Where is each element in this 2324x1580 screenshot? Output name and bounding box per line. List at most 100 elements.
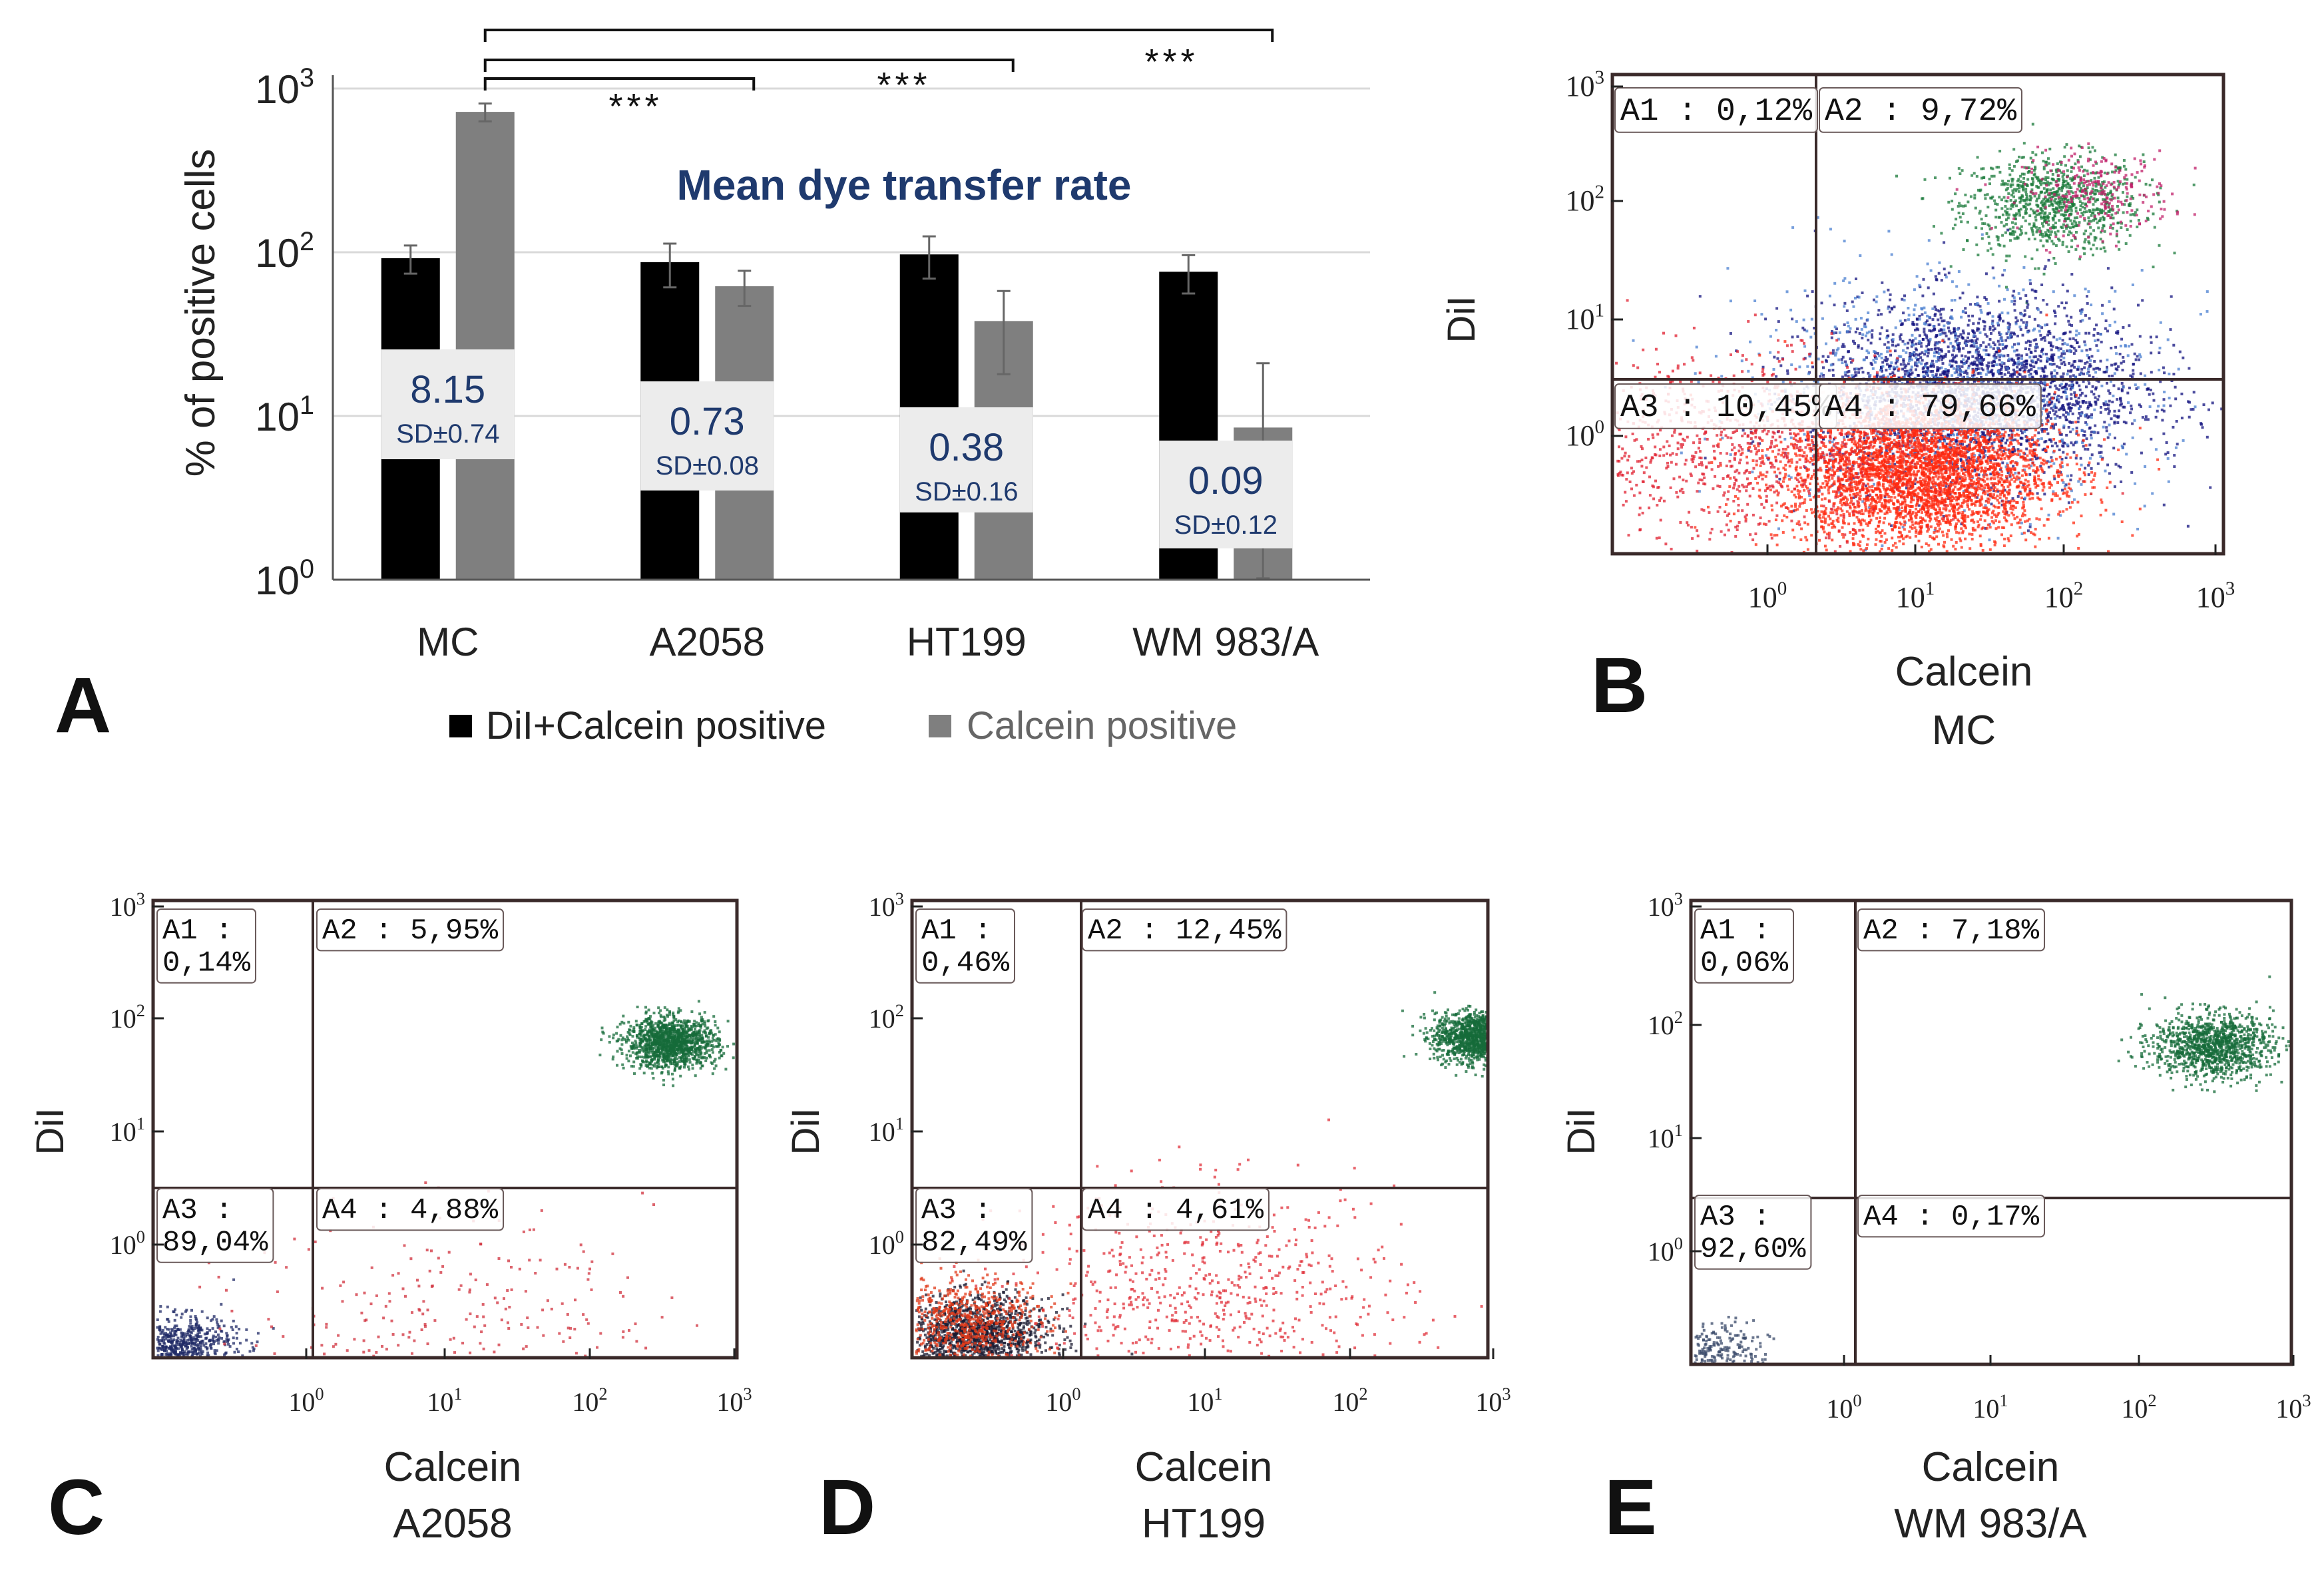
- scatter-point: [2093, 180, 2096, 184]
- scatter-point: [2030, 188, 2034, 192]
- scatter-point: [1880, 326, 1883, 329]
- scatter-point: [2081, 441, 2084, 444]
- scatter-point: [1988, 522, 1991, 526]
- scatter-point: [1829, 511, 1833, 514]
- scatter-point: [1849, 361, 1853, 364]
- scatter-point: [1911, 333, 1914, 337]
- scatter-point: [2050, 445, 2054, 448]
- scatter-point: [2088, 220, 2090, 223]
- scatter-point: [2000, 207, 2004, 210]
- scatter-point: [1822, 373, 1825, 377]
- rate-box: [899, 407, 1033, 512]
- scatter-point: [2105, 426, 2108, 429]
- scatter-point: [2075, 441, 2078, 444]
- scatter-point: [2049, 358, 2052, 361]
- scatter-point: [2030, 167, 2034, 170]
- scatter-point: [1844, 373, 1847, 377]
- scatter-point: [2025, 197, 2028, 200]
- scatter-point: [2051, 204, 2054, 207]
- scatter-point: [1959, 443, 1962, 446]
- scatter-point: [2034, 338, 2038, 341]
- scatter-point: [1909, 352, 1912, 355]
- scatter-point: [1882, 375, 1885, 379]
- scatter-point: [2034, 355, 2038, 358]
- scatter-point: [2009, 185, 2012, 188]
- scatter-point: [1971, 339, 1974, 342]
- scatter-point: [1943, 241, 1946, 244]
- significance-bracket: [483, 29, 1274, 42]
- scatter-point: [1854, 317, 1857, 321]
- scatter-point: [2173, 454, 2176, 457]
- scatter-point: [2112, 208, 2115, 211]
- scatter-point: [2100, 451, 2103, 454]
- scatter-point: [2067, 501, 2070, 504]
- scatter-point: [2054, 236, 2058, 238]
- scatter-point: [2048, 212, 2052, 215]
- scatter-point: [2102, 190, 2106, 193]
- scatter-point: [1835, 327, 1838, 331]
- scatter-point: [1981, 222, 1984, 225]
- scatter-point: [2058, 463, 2062, 467]
- scatter-point: [1820, 301, 1823, 305]
- scatter-point: [2088, 426, 2092, 429]
- scatter-point: [1835, 351, 1838, 355]
- scatter-point: [2112, 384, 2116, 387]
- scatter-point: [1939, 316, 1943, 319]
- scatter-point: [2175, 420, 2178, 423]
- scatter-point: [2051, 345, 2054, 348]
- scatter-point: [2015, 353, 2018, 357]
- scatter-point: [1796, 335, 1799, 338]
- scatter-point: [2079, 457, 2082, 460]
- scatter-point: [2059, 202, 2062, 205]
- scatter-point: [1845, 371, 1849, 374]
- scatter-point: [2003, 489, 2006, 492]
- scatter-point: [2087, 464, 2090, 467]
- scatter-point: [1843, 240, 1846, 243]
- scatter-point: [1969, 351, 1972, 354]
- scatter-point: [1907, 307, 1910, 309]
- scatter-point: [2028, 490, 2032, 493]
- scatter-point: [1978, 456, 1982, 459]
- scatter-point: [2039, 375, 2042, 378]
- scatter-point: [2122, 443, 2126, 446]
- scatter-point: [2099, 359, 2102, 363]
- scatter-point: [1833, 303, 1836, 307]
- scatter-point: [1861, 336, 1864, 339]
- scatter-point: [1936, 342, 1939, 345]
- scatter-point: [1998, 216, 2001, 219]
- scatter-point: [2030, 375, 2034, 379]
- scatter-point: [1977, 321, 1980, 325]
- scatter-point: [2030, 196, 2033, 200]
- scatter-point: [2114, 212, 2118, 215]
- scatter-point: [1983, 320, 1986, 323]
- scatter-point: [1854, 480, 1857, 483]
- scatter-point: [1877, 354, 1881, 357]
- scatter-point: [2129, 197, 2132, 200]
- scatter-point: [2056, 415, 2059, 418]
- scatter-point: [1729, 299, 1732, 303]
- scatter-point: [1934, 341, 1937, 344]
- scatter-point: [2163, 371, 2166, 375]
- scatter-point: [2097, 226, 2100, 230]
- scatter-point: [1912, 436, 1915, 439]
- scatter-point: [2028, 347, 2031, 351]
- scatter-point: [1980, 514, 1982, 518]
- scatter-point: [2013, 188, 2016, 191]
- scatter-point: [2096, 221, 2099, 224]
- scatter-point: [2071, 403, 2074, 406]
- scatter-point: [2022, 187, 2025, 190]
- scatter-point: [2016, 235, 2019, 238]
- scatter-point: [2069, 213, 2072, 216]
- scatter-point: [2030, 226, 2033, 230]
- scatter-point: [1922, 278, 1925, 281]
- scatter-point: [1864, 334, 1867, 337]
- scatter-point: [2084, 288, 2087, 291]
- scatter-point: [1921, 351, 1924, 354]
- scatter-point: [1779, 364, 1783, 367]
- scatter-point: [2088, 401, 2091, 404]
- scatter-point: [2012, 233, 2015, 236]
- scatter-point: [1991, 253, 1994, 256]
- scatter-point: [2042, 400, 2045, 403]
- scatter-point: [2140, 405, 2142, 408]
